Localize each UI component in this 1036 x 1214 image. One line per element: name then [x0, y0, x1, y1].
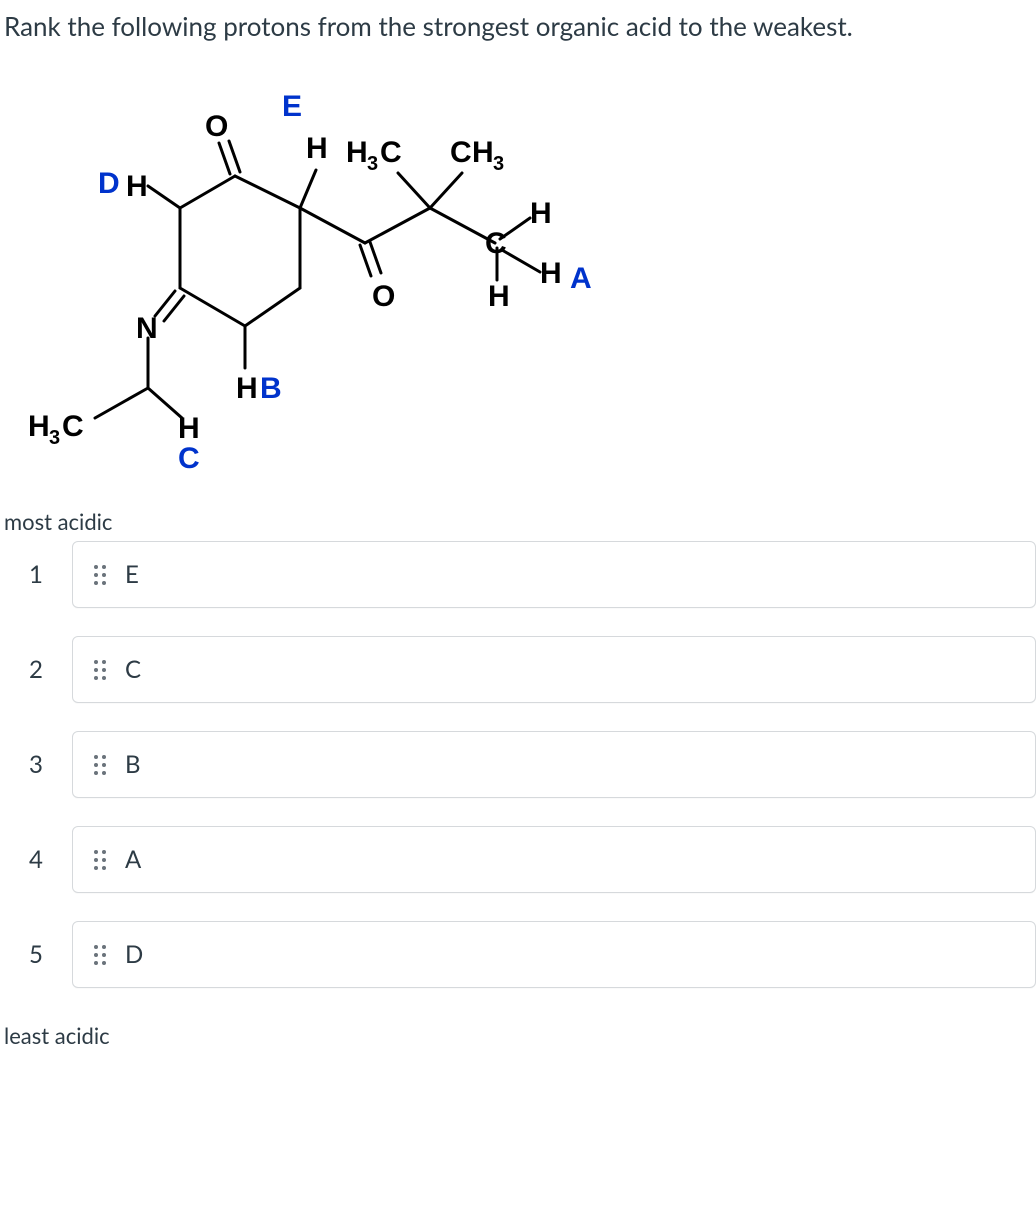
atom-CH3-h: H — [472, 136, 494, 169]
rank-letter: D — [125, 940, 143, 969]
atom-H3C2-3: 3 — [49, 427, 60, 449]
rank-number: 2 — [0, 636, 72, 703]
rank-letter: C — [125, 655, 141, 684]
drag-handle-icon[interactable] — [93, 564, 107, 586]
rank-card[interactable]: B — [72, 731, 1036, 798]
atom-H-B: H — [236, 372, 258, 405]
rank-card[interactable]: A — [72, 826, 1036, 893]
rank-card[interactable]: D — [72, 921, 1036, 988]
ranking-list: 1 E 2 C 3 B 4 A — [0, 541, 1036, 988]
least-acidic-label: least acidic — [0, 1016, 1036, 1055]
rank-row: 4 A — [0, 826, 1036, 893]
drag-handle-icon[interactable] — [93, 944, 107, 966]
atom-N: N — [136, 312, 158, 345]
rank-letter: A — [125, 845, 141, 874]
rank-number: 5 — [0, 921, 72, 988]
atom-H-E: H — [306, 132, 328, 165]
label-C: C — [178, 442, 200, 475]
atom-C: C — [485, 227, 507, 260]
atom-H-bottom: H — [488, 280, 510, 313]
rank-number: 3 — [0, 731, 72, 798]
label-B: B — [260, 372, 282, 405]
atom-H-C: H — [178, 412, 200, 445]
atom-H3C2-h: H — [28, 410, 50, 443]
atom-H-D: H — [126, 170, 148, 203]
atom-H3C-c: C — [380, 136, 402, 169]
atom-H3C-h: H — [346, 136, 368, 169]
atom-H-A: H — [540, 257, 562, 290]
rank-row: 5 D — [0, 921, 1036, 988]
rank-card[interactable]: C — [72, 636, 1036, 703]
drag-handle-icon[interactable] — [93, 754, 107, 776]
atom-CH3-3: 3 — [493, 153, 504, 175]
rank-number: 1 — [0, 541, 72, 608]
molecule-diagram: D H O E H H 3 C C H 3 C H H H A O — [0, 48, 1036, 502]
rank-row: 1 E — [0, 541, 1036, 608]
label-E: E — [282, 90, 302, 123]
most-acidic-label: most acidic — [0, 502, 1036, 541]
rank-letter: B — [125, 750, 141, 779]
atom-H-wedge: H — [530, 197, 552, 230]
atom-O1: O — [205, 110, 228, 143]
atom-H3C2-c: C — [62, 410, 84, 443]
drag-handle-icon[interactable] — [93, 849, 107, 871]
atom-H3C-3: 3 — [367, 153, 378, 175]
label-D: D — [98, 167, 120, 200]
rank-row: 2 C — [0, 636, 1036, 703]
drag-handle-icon[interactable] — [93, 659, 107, 681]
rank-number: 4 — [0, 826, 72, 893]
rank-letter: E — [125, 560, 139, 589]
atom-O2: O — [372, 280, 395, 313]
label-A: A — [570, 262, 592, 295]
atom-CH3-c: C — [450, 136, 472, 169]
rank-card[interactable]: E — [72, 541, 1036, 608]
question-text: Rank the following protons from the stro… — [0, 0, 1036, 48]
rank-row: 3 B — [0, 731, 1036, 798]
